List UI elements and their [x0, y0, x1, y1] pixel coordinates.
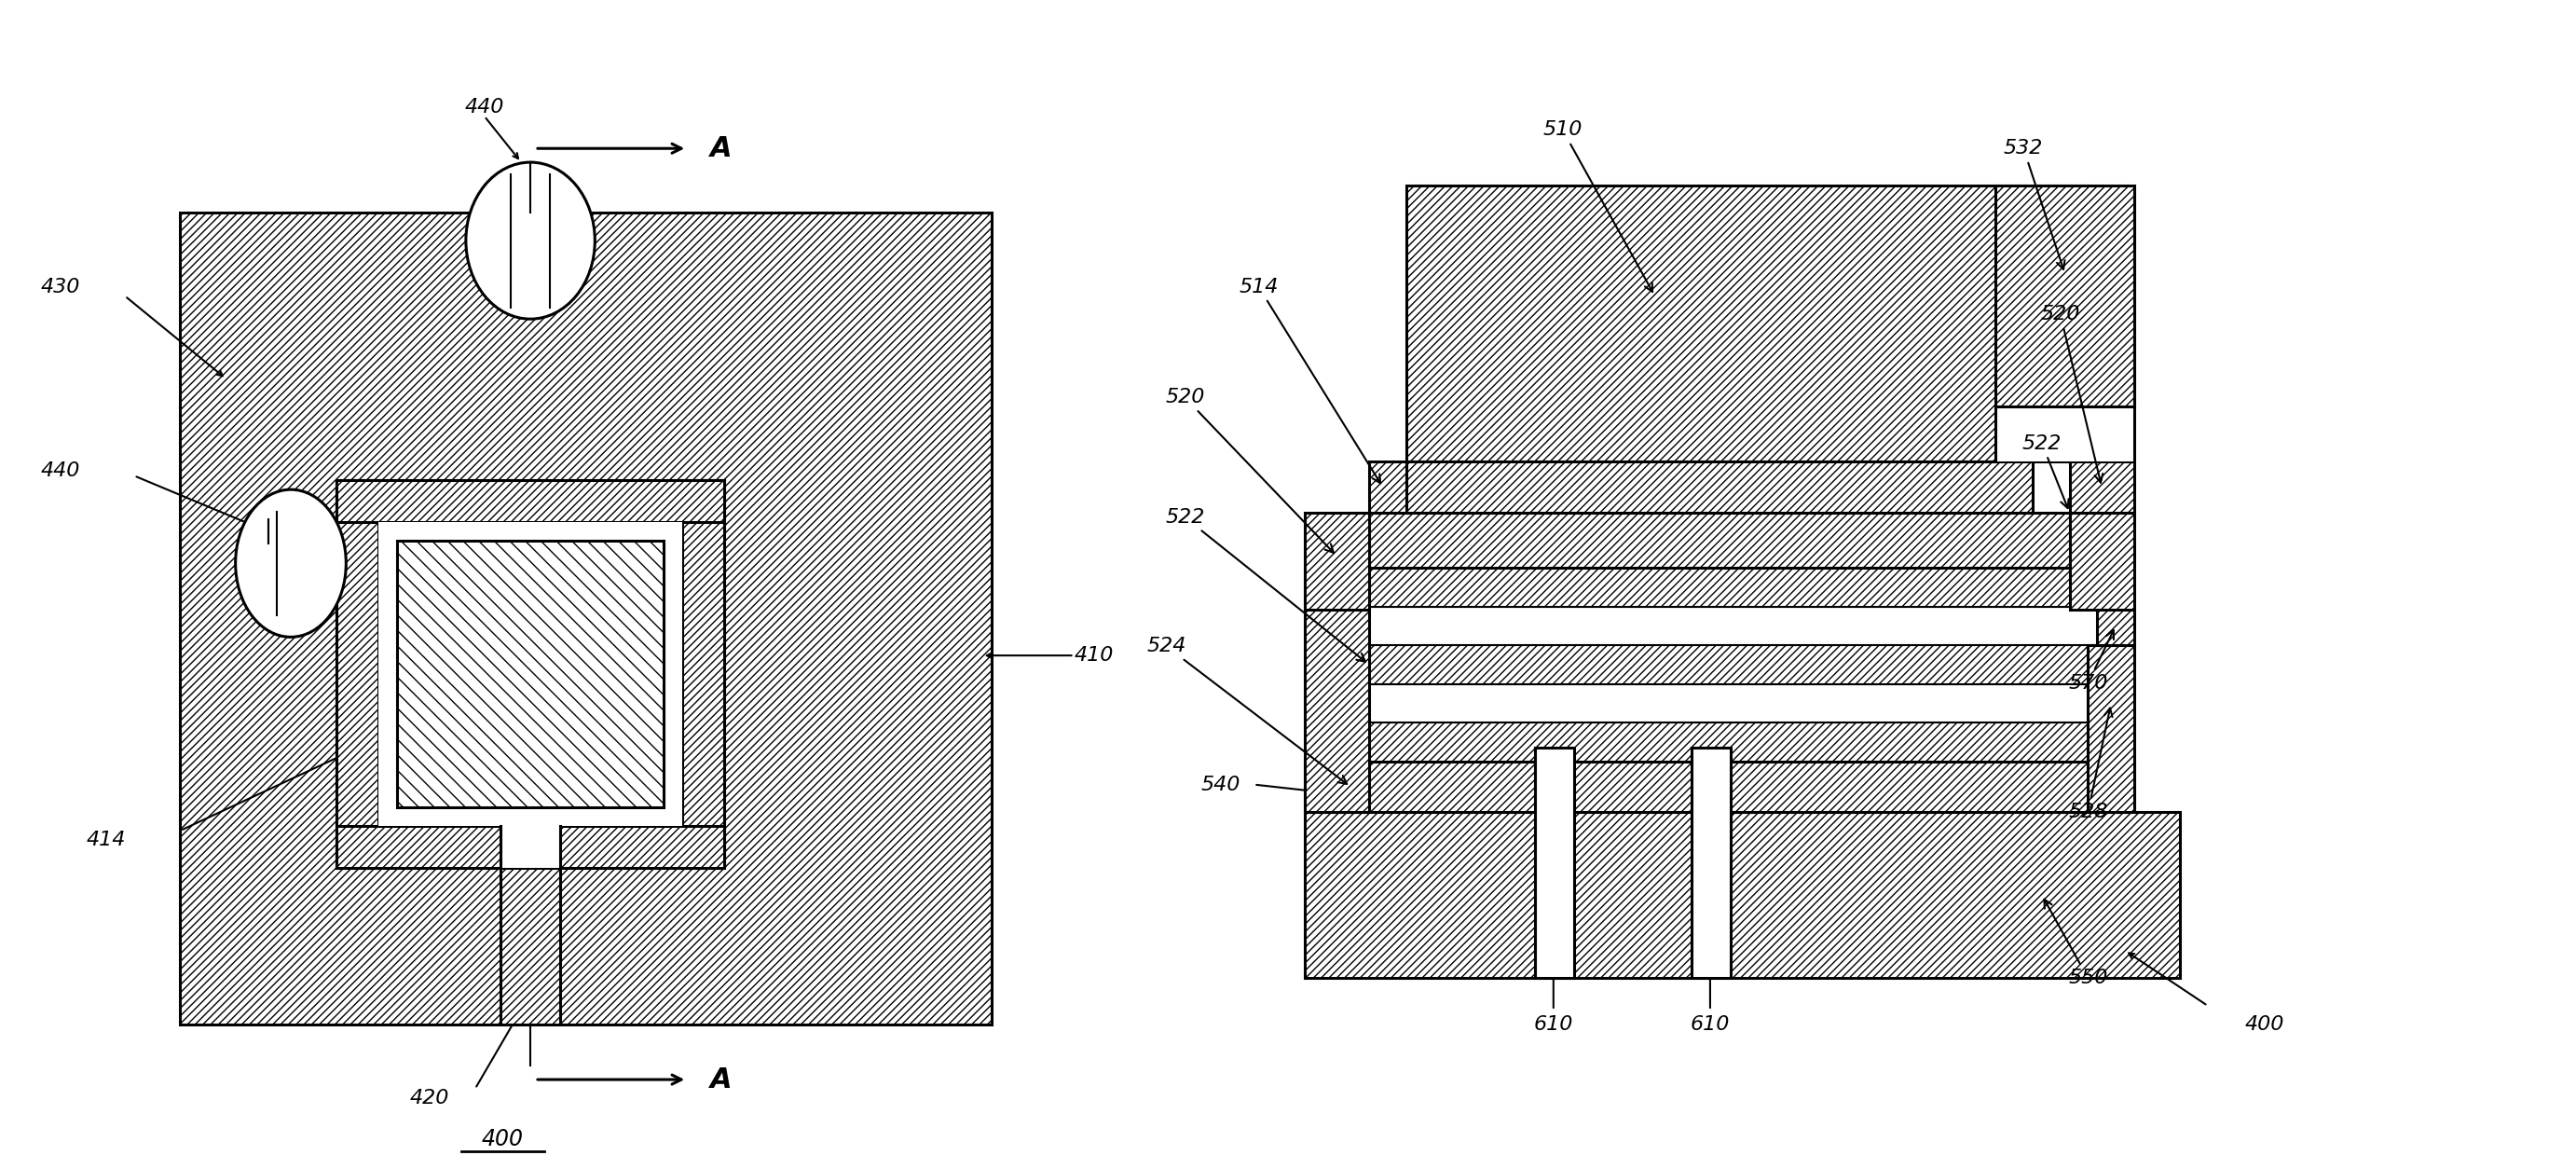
Bar — [1368, 684, 2107, 722]
Bar — [337, 826, 724, 867]
Bar — [1996, 186, 2133, 407]
Bar — [379, 521, 683, 826]
Bar — [500, 826, 562, 867]
Bar — [2089, 645, 2133, 812]
Text: 430: 430 — [41, 277, 80, 296]
Bar — [683, 480, 724, 867]
Text: 570: 570 — [2069, 630, 2115, 692]
Text: 528: 528 — [2069, 708, 2112, 822]
Bar — [337, 480, 379, 867]
Text: A: A — [711, 1066, 732, 1093]
Bar — [1303, 812, 2179, 978]
Bar — [1303, 761, 2133, 812]
Bar — [337, 480, 724, 867]
Text: 510: 510 — [1543, 120, 1654, 292]
Bar — [1692, 748, 1731, 978]
Text: A: A — [711, 134, 732, 162]
Bar — [1303, 568, 1368, 812]
Text: 610: 610 — [1533, 1015, 1574, 1033]
Bar — [500, 867, 562, 1024]
Bar — [2069, 462, 2133, 512]
Text: 540: 540 — [1200, 775, 1239, 794]
Text: 414: 414 — [88, 830, 126, 849]
Bar — [2069, 512, 2133, 609]
Text: 522: 522 — [2022, 434, 2069, 509]
Text: 520: 520 — [2040, 305, 2102, 483]
Bar — [1368, 607, 2107, 645]
Text: 514: 514 — [1239, 277, 1381, 483]
Text: 440: 440 — [41, 462, 80, 480]
Ellipse shape — [466, 162, 595, 319]
Text: 400: 400 — [482, 1128, 523, 1150]
Bar — [1996, 407, 2133, 462]
Bar — [180, 213, 992, 1024]
Bar — [2097, 607, 2133, 645]
Bar — [1368, 462, 1406, 512]
Bar — [1535, 748, 1574, 978]
Bar — [1303, 512, 1368, 609]
Text: 410: 410 — [1074, 646, 1113, 665]
Bar — [1406, 462, 2032, 512]
Text: 420: 420 — [410, 1088, 448, 1107]
Text: 400: 400 — [2244, 1015, 2285, 1033]
Text: 520: 520 — [1164, 388, 1334, 553]
Bar — [1406, 186, 2089, 462]
Bar — [397, 540, 665, 808]
Text: 532: 532 — [2004, 139, 2066, 269]
Bar — [1368, 512, 2069, 568]
Text: 610: 610 — [1690, 1015, 1731, 1033]
Text: 550: 550 — [2045, 899, 2107, 988]
Ellipse shape — [234, 490, 345, 637]
Bar — [1368, 645, 2107, 684]
Text: 440: 440 — [464, 98, 505, 116]
Ellipse shape — [466, 162, 595, 319]
Bar — [1368, 568, 2107, 607]
Ellipse shape — [234, 490, 345, 637]
Text: 522: 522 — [1164, 507, 1365, 662]
Bar — [1368, 722, 2107, 761]
Bar — [337, 480, 724, 521]
Text: 524: 524 — [1146, 637, 1347, 784]
